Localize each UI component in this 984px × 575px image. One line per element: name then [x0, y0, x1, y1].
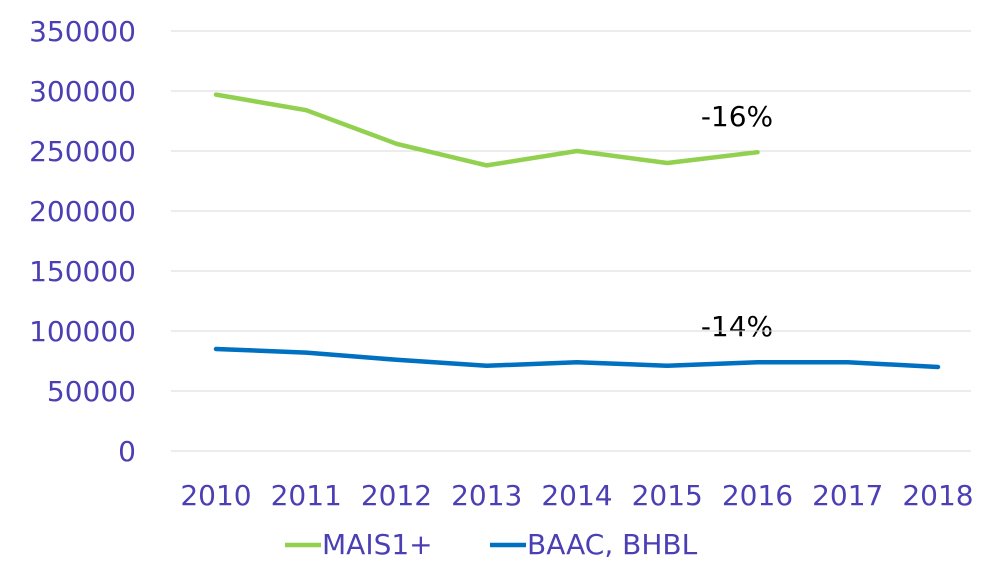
x-tick-label: 2012 — [361, 479, 432, 512]
y-tick-label: 300000 — [29, 75, 136, 108]
x-tick-label: 2015 — [632, 479, 703, 512]
y-tick-label: 250000 — [29, 135, 136, 168]
series-line — [213, 346, 941, 370]
y-tick-label: 0 — [118, 435, 136, 468]
x-tick-label: 2011 — [271, 479, 342, 512]
legend-label: BAAC, BHBL — [527, 528, 698, 561]
series-line — [213, 92, 760, 168]
x-tick-label: 2013 — [451, 479, 522, 512]
x-tick-label: 2010 — [180, 479, 251, 512]
legend-label: MAIS1+ — [322, 528, 433, 561]
annotation: -16% — [701, 100, 773, 133]
x-tick-label: 2014 — [541, 479, 612, 512]
y-tick-label: 200000 — [29, 195, 136, 228]
y-tick-label: 100000 — [29, 315, 136, 348]
y-tick-label: 150000 — [29, 255, 136, 288]
x-tick-label: 2016 — [722, 479, 793, 512]
annotation: -14% — [701, 310, 773, 343]
x-tick-label: 2017 — [812, 479, 883, 512]
x-tick-label: 2018 — [902, 479, 973, 512]
y-tick-label: 50000 — [47, 375, 136, 408]
y-tick-label: 350000 — [29, 15, 136, 48]
